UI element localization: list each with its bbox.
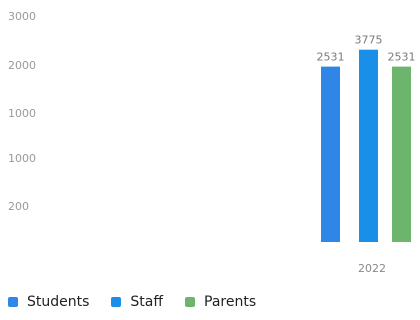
x-tick-label: 2022 <box>358 262 386 275</box>
legend-label-students: Students <box>27 294 90 310</box>
y-tick-label: 200 <box>8 200 29 213</box>
legend-swatch-staff <box>111 297 122 307</box>
bar-labels: 2531 3775 2531 <box>317 34 416 64</box>
bar-staff[interactable] <box>359 49 378 242</box>
legend-swatch-students <box>8 297 18 307</box>
bar-parents[interactable] <box>392 66 411 242</box>
legend-label-staff: Staff <box>130 294 164 310</box>
bar-value-label-parents: 2531 <box>388 51 416 64</box>
bar-value-label-students: 2531 <box>317 51 345 64</box>
y-axis-ticks: 3000 2000 1000 1000 200 <box>8 10 36 213</box>
legend-swatch-parents <box>185 297 196 307</box>
bar-value-label-staff: 3775 <box>355 34 383 47</box>
y-tick-label: 3000 <box>8 10 36 23</box>
bar-students[interactable] <box>321 66 340 242</box>
legend-label-parents: Parents <box>204 294 257 310</box>
bars <box>321 49 411 242</box>
y-tick-label: 1000 <box>8 152 36 165</box>
y-tick-label: 2000 <box>8 59 36 72</box>
legend: Students Staff Parents <box>8 294 278 310</box>
legend-item-parents[interactable]: Parents <box>185 294 256 310</box>
y-tick-label: 1000 <box>8 107 36 120</box>
legend-item-staff[interactable]: Staff <box>111 294 163 310</box>
legend-item-students[interactable]: Students <box>8 294 89 310</box>
